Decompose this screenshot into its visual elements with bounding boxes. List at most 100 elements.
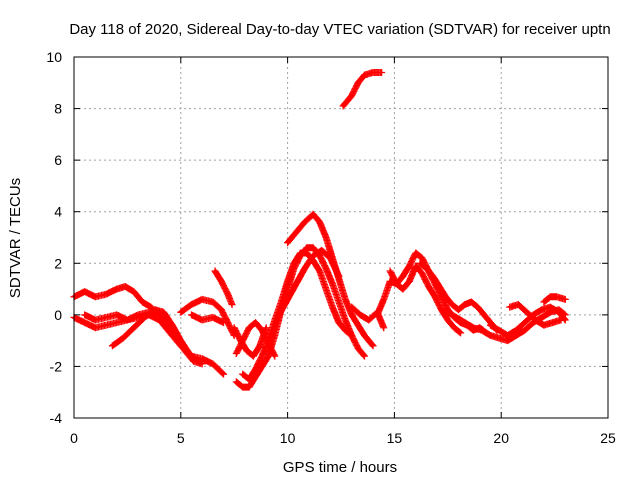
data-point <box>401 274 405 278</box>
data-point <box>363 334 366 337</box>
data-point <box>132 326 136 329</box>
data-point <box>425 267 428 270</box>
data-point <box>245 349 249 353</box>
data-point <box>549 311 552 314</box>
data-point <box>337 321 341 324</box>
data-point <box>303 220 306 224</box>
series-arc-o <box>348 303 388 332</box>
data-point <box>559 318 563 322</box>
data-point <box>190 313 193 317</box>
data-point <box>303 267 306 270</box>
series-arc-d <box>108 306 202 365</box>
data-point <box>247 326 251 329</box>
series-arc-q <box>386 262 465 337</box>
data-point <box>168 331 172 335</box>
data-point <box>506 334 509 337</box>
data-point <box>115 313 118 317</box>
data-point <box>200 362 204 366</box>
data-point <box>523 321 526 324</box>
data-point <box>230 303 234 306</box>
data-point <box>241 339 244 342</box>
data-point <box>273 354 276 358</box>
data-point <box>440 295 443 299</box>
data-point <box>382 326 385 329</box>
data-point <box>356 323 360 327</box>
data-point <box>540 308 543 311</box>
data-point <box>514 329 518 332</box>
data-point <box>459 331 462 335</box>
data-point <box>222 321 225 324</box>
data-point <box>126 318 129 322</box>
data-point <box>115 321 118 324</box>
data-point <box>286 280 289 283</box>
data-point <box>517 303 520 306</box>
data-point <box>83 313 86 317</box>
y-tick-label: -4 <box>50 410 63 426</box>
data-point <box>312 213 315 216</box>
series-arc-m <box>275 246 343 319</box>
data-point <box>312 254 315 257</box>
grid-lines <box>74 57 608 418</box>
data-point <box>153 308 157 311</box>
data-point <box>331 282 334 286</box>
data-point <box>83 290 86 293</box>
y-axis-label: SDTVAR / TECUs <box>7 178 24 298</box>
data-point <box>497 336 501 340</box>
data-point <box>273 334 276 337</box>
y-tick-label: 10 <box>46 49 62 65</box>
data-point <box>179 311 182 314</box>
data-point <box>273 318 276 322</box>
data-point <box>222 372 225 376</box>
data-point <box>111 344 114 347</box>
data-point <box>506 339 509 342</box>
data-point <box>324 236 328 239</box>
data-point <box>136 313 140 317</box>
y-tick-label: 0 <box>54 307 62 323</box>
data-point <box>247 378 251 381</box>
data-point <box>158 318 161 322</box>
series-arc-e <box>177 295 238 339</box>
data-point <box>320 249 323 252</box>
data-point <box>344 318 347 322</box>
data-point <box>324 267 328 270</box>
data-point <box>94 326 97 329</box>
data-point <box>286 298 289 301</box>
data-point <box>299 251 302 255</box>
data-point <box>171 323 174 327</box>
data-point <box>367 318 370 322</box>
data-point <box>305 251 309 255</box>
data-point <box>292 262 296 265</box>
data-point <box>408 264 411 268</box>
series-arc-l <box>284 210 377 350</box>
data-point <box>220 280 223 283</box>
data-point <box>542 323 546 327</box>
data-point <box>115 287 118 291</box>
data-point <box>356 81 360 84</box>
data-point <box>420 256 424 260</box>
series-arc-v <box>540 293 569 306</box>
data-point <box>433 295 437 299</box>
data-point <box>356 347 360 350</box>
data-point <box>408 280 411 283</box>
data-point <box>211 316 215 319</box>
data-point <box>211 362 215 366</box>
data-point <box>482 313 486 317</box>
data-point <box>376 313 379 317</box>
chart-title: Day 118 of 2020, Sidereal Day-to-day VTE… <box>69 21 610 38</box>
series-arc-n <box>339 68 386 110</box>
data-point <box>211 300 215 304</box>
data-point <box>371 71 375 74</box>
data-point <box>420 272 424 275</box>
data-point <box>363 73 366 77</box>
data-point <box>190 303 193 306</box>
x-tick-label: 20 <box>493 430 509 446</box>
data-point <box>143 316 146 319</box>
plot-frame <box>73 56 609 419</box>
data-markers <box>70 68 569 391</box>
data-point <box>337 300 341 304</box>
data-point <box>94 295 97 299</box>
data-point <box>247 385 251 389</box>
data-point <box>318 269 321 273</box>
data-point <box>312 246 315 250</box>
